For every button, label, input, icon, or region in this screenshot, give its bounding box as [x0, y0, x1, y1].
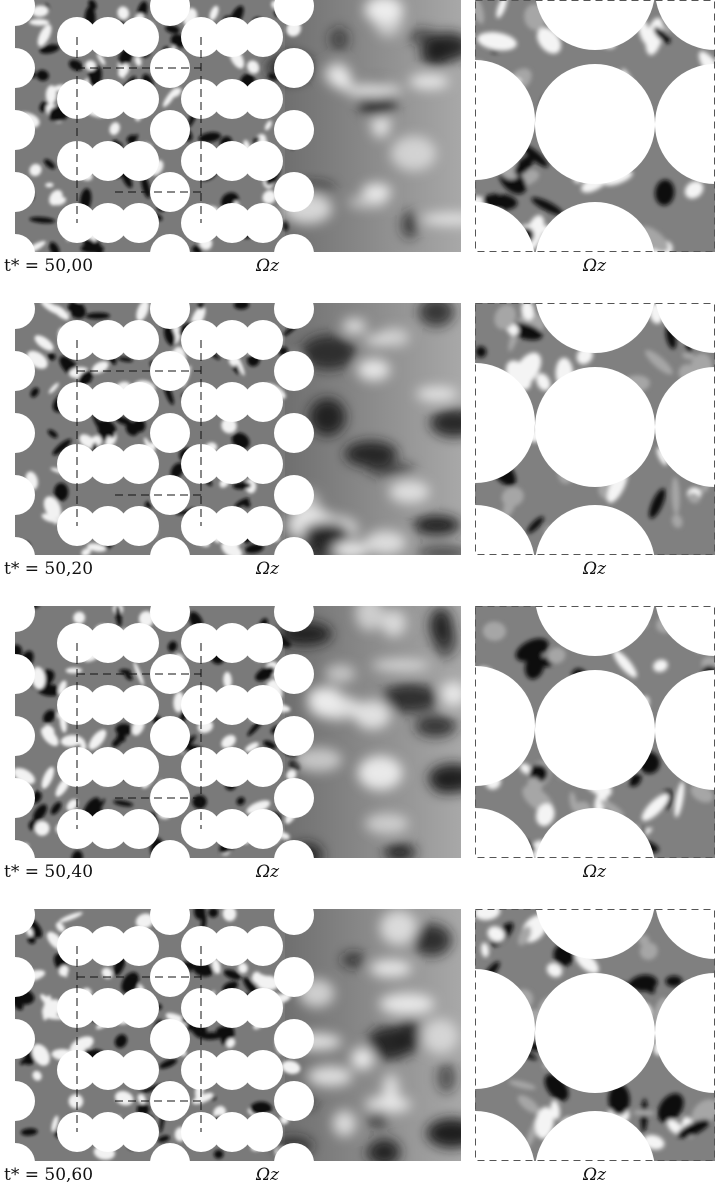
omega-label-right: Ωz: [583, 256, 607, 276]
omega-label-right: Ωz: [583, 862, 607, 882]
omega-label-left: Ωz: [256, 862, 280, 882]
wake-vortices: [266, 0, 461, 239]
omega-label-right: Ωz: [583, 1165, 607, 1185]
omega-label-left: Ωz: [256, 256, 280, 276]
omega-label-left: Ωz: [256, 1165, 280, 1185]
vorticity-field-overview: [15, 0, 461, 252]
reference-lines: [76, 37, 202, 223]
zoom-frame: [475, 0, 715, 252]
omega-label-left: Ωz: [256, 559, 280, 579]
overview-svg: [15, 0, 461, 252]
time-label: t* = 50,00: [4, 256, 94, 276]
snapshot-row-2: t* = 50,20 Ωz Ωz: [0, 303, 716, 593]
zoom-svg: [475, 909, 715, 1161]
wake-vortices: [285, 303, 461, 555]
zoom-cylinders: [475, 606, 715, 858]
time-label: t* = 50,40: [4, 862, 94, 882]
overview-svg: [15, 606, 461, 858]
reference-lines: [76, 946, 202, 1132]
cylinder-array: [15, 303, 314, 555]
snapshot-row-3: t* = 50,40 Ωz Ωz: [0, 606, 716, 896]
time-label: t* = 50,60: [4, 1165, 94, 1185]
zoom-frame: [475, 303, 715, 555]
cylinder-array: [15, 0, 314, 252]
vorticity-field-overview: [15, 303, 461, 555]
overview-svg: [15, 909, 461, 1161]
vorticity-field-zoom: [475, 606, 715, 858]
zoom-cylinders: [475, 0, 715, 252]
time-label: t* = 50,20: [4, 559, 94, 579]
zoom-cylinders: [475, 909, 715, 1161]
zoom-frame: [475, 606, 715, 858]
vorticity-field-zoom: [475, 909, 715, 1161]
vorticity-field-overview: [15, 909, 461, 1161]
omega-label-right: Ωz: [583, 559, 607, 579]
overview-svg: [15, 303, 461, 555]
vorticity-field-zoom: [475, 0, 715, 252]
vorticity-field-zoom: [475, 303, 715, 555]
zoom-svg: [475, 0, 715, 252]
reference-lines: [76, 340, 202, 526]
zoom-frame: [475, 909, 715, 1161]
zoom-svg: [475, 606, 715, 858]
zoom-cylinders: [475, 303, 715, 555]
wake-vortices: [278, 606, 461, 858]
vorticity-field-overview: [15, 606, 461, 858]
zoom-svg: [475, 303, 715, 555]
reference-lines: [76, 643, 202, 829]
snapshot-row-1: t* = 50,00 Ωz Ωz: [0, 0, 716, 290]
snapshot-row-4: t* = 50,60 Ωz Ωz: [0, 909, 716, 1199]
